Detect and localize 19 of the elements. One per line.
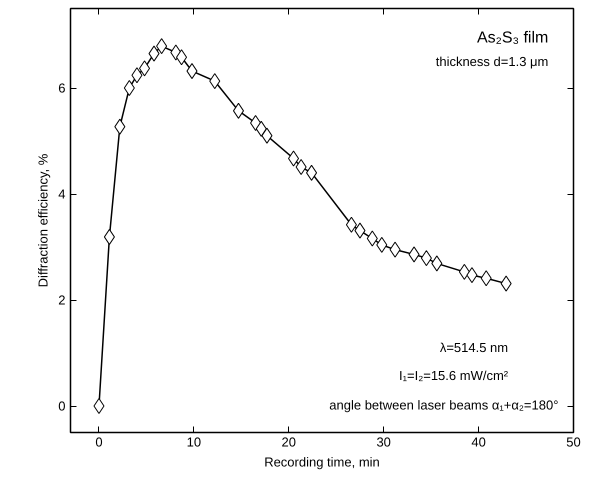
- y-tick-label: 2: [58, 292, 66, 308]
- x-tick-label: 40: [471, 434, 486, 450]
- annotation: thickness d=1.3 μm: [436, 54, 548, 69]
- y-tick-label: 4: [58, 186, 66, 202]
- x-tick-label: 50: [566, 434, 581, 450]
- x-tick-label: 20: [282, 434, 296, 450]
- annotation: I₁=I₂=15.6 mW/cm²: [398, 368, 509, 383]
- y-tick-label: 6: [58, 80, 66, 96]
- x-tick-label: 30: [376, 434, 391, 450]
- annotation: As₂S₃ film: [476, 30, 548, 47]
- point: [93, 398, 104, 414]
- x-tick-label: 10: [186, 434, 202, 450]
- x-tick-label: 0: [95, 434, 103, 450]
- annotation: angle between laser beams α₁+α₂=180°: [329, 397, 558, 412]
- y-axis-title: Diffraction efficiency, %: [35, 153, 50, 288]
- y-tick-label: 0: [58, 398, 66, 414]
- annotation: λ=514.5 nm: [440, 340, 508, 356]
- point: [124, 80, 135, 96]
- x-axis-title: Recording time, min: [264, 454, 380, 470]
